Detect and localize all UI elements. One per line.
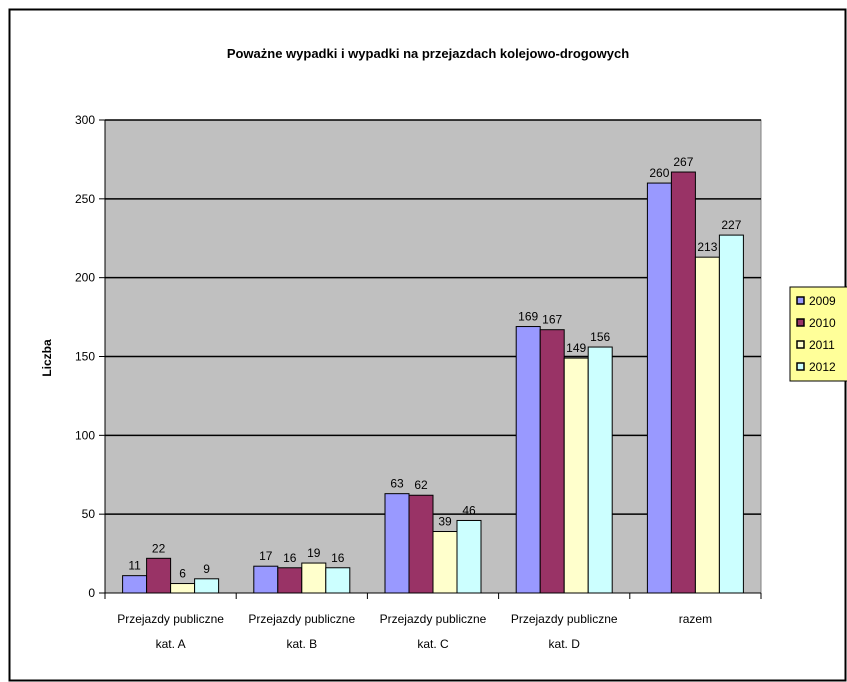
bar-2009 [646, 182, 672, 594]
data-label: 11 [128, 559, 141, 573]
chart-title: Poważne wypadki i wypadki na przejazdach… [227, 46, 629, 61]
bar-2011 [694, 256, 720, 594]
data-label: 16 [331, 551, 345, 565]
data-label: 169 [518, 310, 538, 324]
y-tick-label: 200 [75, 271, 95, 285]
data-label: 213 [697, 240, 717, 254]
data-label: 39 [438, 515, 452, 529]
data-label: 62 [414, 478, 428, 492]
x-category-label: Przejazdy publiczne [248, 612, 355, 626]
data-label: 16 [283, 551, 297, 565]
legend: 2009 2010 2011 2012 [789, 286, 847, 382]
data-label: 6 [179, 567, 186, 581]
bar-2010 [277, 567, 303, 594]
bar-2012 [194, 578, 220, 594]
x-category-label: kat. B [286, 637, 317, 651]
y-axis-label: Liczba [40, 339, 54, 377]
x-category-label: Przejazdy publiczne [117, 612, 224, 626]
data-label: 267 [673, 155, 693, 169]
data-label: 149 [566, 341, 586, 355]
bar-2010 [146, 557, 172, 594]
data-label: 17 [259, 549, 273, 563]
legend-label-2012: 2012 [809, 360, 836, 374]
legend-swatch-2012 [796, 362, 805, 371]
bar-2011 [432, 531, 458, 594]
y-tick-label: 50 [82, 507, 96, 521]
data-label: 167 [542, 313, 562, 327]
x-category-label: razem [679, 612, 712, 626]
bar-2009 [384, 493, 410, 594]
legend-swatch-2009 [796, 296, 805, 305]
x-category-label: Przejazdy publiczne [380, 612, 487, 626]
y-tick-label: 250 [75, 192, 95, 206]
bar-2010 [670, 171, 696, 594]
data-label: 22 [152, 541, 166, 555]
legend-swatch-2011 [796, 340, 805, 349]
bar-2009 [122, 575, 148, 594]
data-label: 19 [307, 546, 321, 560]
data-label: 260 [649, 166, 669, 180]
legend-label-2010: 2010 [809, 316, 836, 330]
legend-label-2009: 2009 [809, 294, 836, 308]
bar-2010 [408, 494, 434, 594]
bar-2011 [301, 562, 327, 594]
data-label: 156 [590, 330, 610, 344]
bar-2012 [587, 346, 613, 594]
bar-2012 [718, 234, 744, 594]
y-tick-label: 0 [88, 586, 95, 600]
bar-2009 [253, 565, 279, 594]
bar-2012 [456, 519, 482, 594]
data-label: 9 [203, 562, 210, 576]
plot-area: 0 50 100 150 200 250 300 11 22 6 9 Przejazdy public… [75, 113, 762, 651]
bar-2012 [325, 567, 351, 594]
legend-swatch-2010 [796, 318, 805, 327]
y-tick-label: 300 [75, 113, 95, 127]
data-label: 63 [390, 477, 404, 491]
bar-2011 [170, 583, 196, 594]
x-category-label: kat. C [417, 637, 449, 651]
y-tick-label: 100 [75, 428, 95, 442]
bar-2009 [515, 326, 541, 594]
bar-2011 [563, 357, 589, 594]
x-category-label: kat. A [156, 637, 186, 651]
bar-2010 [539, 329, 565, 594]
data-label: 227 [721, 218, 741, 232]
data-label: 46 [462, 503, 476, 517]
y-tick-label: 150 [75, 350, 95, 364]
x-category-label: kat. D [549, 637, 581, 651]
legend-label-2011: 2011 [809, 338, 835, 352]
x-category-label: Przejazdy publiczne [511, 612, 618, 626]
